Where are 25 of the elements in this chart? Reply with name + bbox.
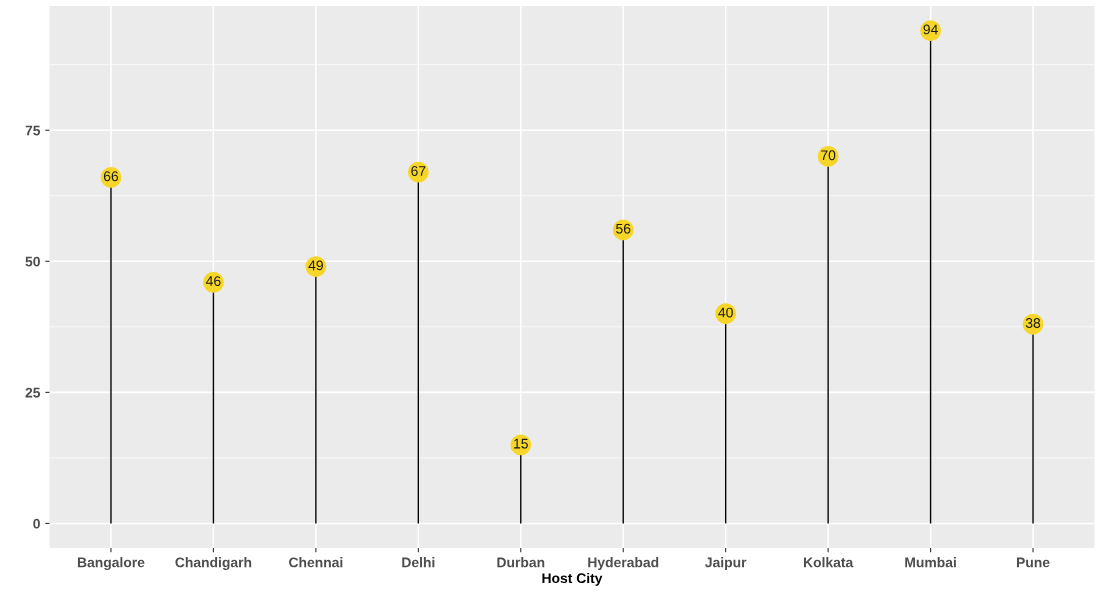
x-axis-title: Host City [542,572,603,586]
data-label: 38 [1025,318,1041,328]
y-tick-label: 0 [33,518,40,529]
data-label: 46 [206,276,221,287]
x-tick-label: Chandigarh [175,557,252,571]
data-label: 56 [616,223,631,234]
x-tick-label: Durban [497,557,545,568]
data-label: 66 [103,171,119,182]
x-tick-label: Bangalore [77,557,145,571]
data-label: 70 [821,150,836,161]
data-label: 49 [308,260,323,271]
data-label: 94 [923,24,938,35]
x-tick-label: Mumbai [905,557,956,568]
x-tick-label: Hyderabad [588,557,659,571]
x-tick-label: Jaipur [705,557,747,571]
y-tick-label: 75 [25,125,41,136]
x-tick-label: Chennai [289,557,343,568]
data-label: 67 [411,166,426,176]
x-tick-label: Pune [1016,557,1050,568]
data-label: 15 [514,438,528,449]
y-tick-label: 50 [25,256,40,267]
x-tick-label: Delhi [402,557,435,568]
data-label: 40 [718,307,733,318]
y-tick-label: 25 [25,387,41,398]
x-tick-label: Kolkata [803,557,854,568]
